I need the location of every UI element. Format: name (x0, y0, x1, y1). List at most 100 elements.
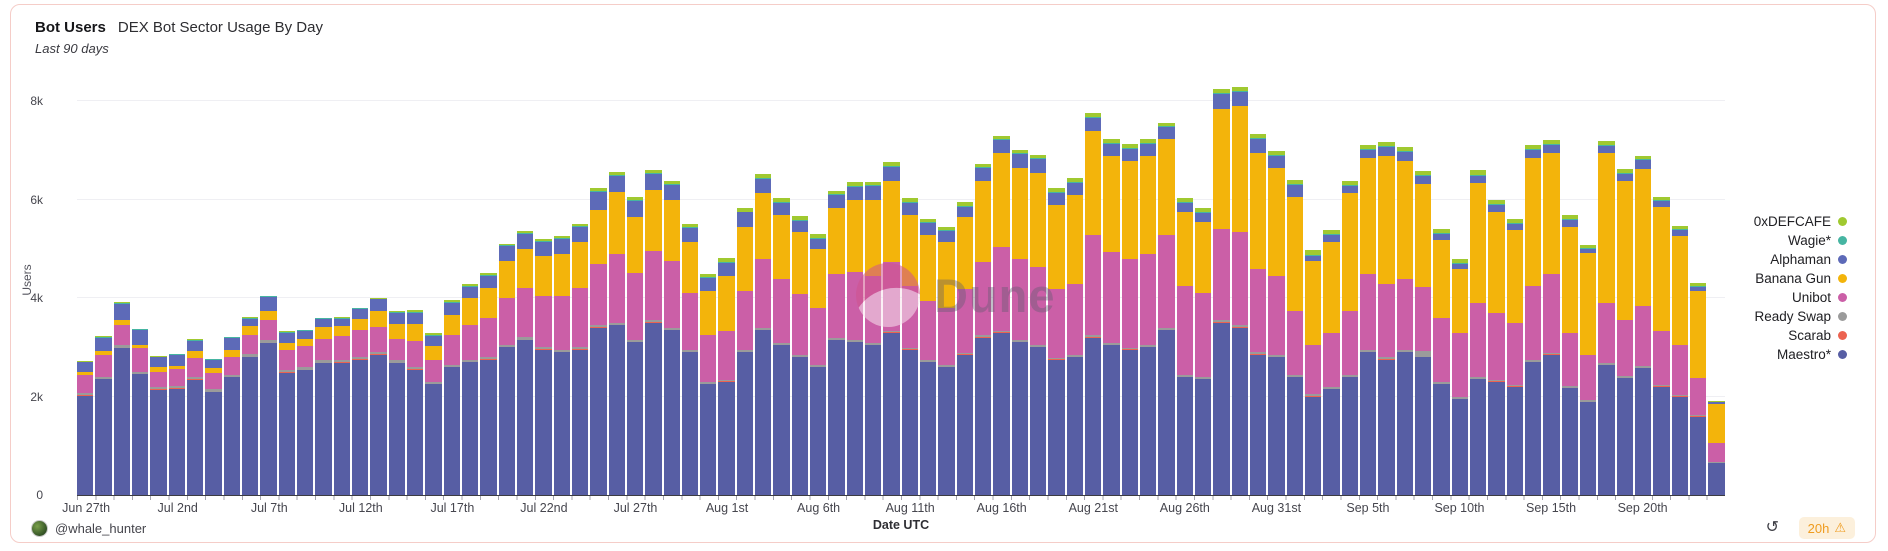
legend-item-scarab[interactable]: Scarab (1788, 328, 1847, 343)
bar-jul-15[interactable] (406, 310, 424, 495)
bar-jul-24[interactable] (571, 223, 589, 495)
bar-jul-17[interactable] (443, 300, 460, 495)
bar-jul-26[interactable] (608, 171, 625, 495)
bar-jul-2[interactable] (168, 353, 185, 495)
bar-aug-17[interactable] (1011, 149, 1029, 495)
bar-aug-16[interactable] (993, 135, 1010, 495)
bar-sep-1[interactable] (1286, 180, 1303, 495)
bar-sep-3[interactable] (1323, 230, 1340, 495)
legend-item-bananagun[interactable]: Banana Gun (1755, 271, 1847, 286)
bar-aug-23[interactable] (1121, 143, 1139, 495)
bar-jul-27[interactable] (626, 196, 644, 495)
bar-aug-6[interactable] (810, 233, 827, 495)
bar-jul-18[interactable] (461, 283, 479, 495)
bar-aug-19[interactable] (1048, 188, 1065, 495)
bar-aug-8[interactable] (846, 182, 864, 495)
bar-aug-21[interactable] (1085, 112, 1102, 495)
bar-jul-5[interactable] (223, 336, 240, 495)
bar-sep-12[interactable] (1488, 199, 1505, 495)
bar-jul-8[interactable] (278, 331, 295, 495)
bar-aug-14[interactable] (956, 201, 974, 495)
bar-aug-26[interactable] (1176, 198, 1194, 495)
bar-sep-4[interactable] (1341, 180, 1358, 495)
bar-jul-3[interactable] (186, 339, 204, 495)
data-age-badge[interactable]: 20h ⚠ (1798, 517, 1855, 539)
bar-sep-14[interactable] (1524, 144, 1542, 495)
bar-jun-28[interactable] (95, 336, 112, 495)
bar-sep-16[interactable] (1561, 215, 1578, 495)
bar-sep-7[interactable] (1396, 147, 1413, 495)
bar-aug-11[interactable] (901, 198, 919, 495)
bar-aug-18[interactable] (1030, 154, 1047, 495)
bar-jul-9[interactable] (296, 329, 314, 495)
refresh-icon[interactable]: ↺ (1765, 519, 1779, 536)
bar-jul-30[interactable] (681, 223, 699, 495)
bar-sep-21[interactable] (1653, 196, 1670, 495)
bar-sep-22[interactable] (1671, 225, 1688, 495)
bar-sep-15[interactable] (1543, 139, 1560, 495)
bar-aug-9[interactable] (865, 181, 882, 495)
bar-jul-13[interactable] (370, 298, 387, 495)
bar-sep-9[interactable] (1433, 228, 1450, 495)
bar-aug-28[interactable] (1213, 89, 1230, 495)
bar-jul-31[interactable] (700, 274, 717, 495)
bar-aug-31[interactable] (1268, 150, 1285, 495)
bar-jul-4[interactable] (205, 358, 222, 495)
bar-jun-30[interactable] (131, 328, 149, 495)
bar-aug-29[interactable] (1231, 86, 1248, 495)
bar-aug-25[interactable] (1158, 122, 1175, 495)
bar-jul-19[interactable] (480, 273, 497, 495)
legend-item-unibot[interactable]: Unibot (1792, 290, 1847, 305)
bar-sep-6[interactable] (1378, 142, 1395, 495)
bar-sep-20[interactable] (1634, 156, 1652, 495)
legend-item-readyswap[interactable]: Ready Swap (1754, 309, 1847, 324)
bar-aug-1[interactable] (718, 258, 735, 495)
bar-jul-20[interactable] (498, 243, 515, 495)
bar-aug-12[interactable] (920, 218, 937, 495)
bar-jul-21[interactable] (516, 231, 534, 495)
bar-sep-19[interactable] (1616, 169, 1633, 495)
bar-sep-5[interactable] (1359, 145, 1377, 495)
bar-jul-28[interactable] (645, 169, 662, 495)
bar-sep-18[interactable] (1598, 141, 1615, 495)
bar-sep-11[interactable] (1469, 170, 1487, 495)
legend-item-0xdefcafe[interactable]: 0xDEFCAFE (1754, 214, 1847, 229)
bar-sep-10[interactable] (1451, 259, 1468, 495)
legend-item-alphaman[interactable]: Alphaman (1770, 252, 1847, 267)
bar-jul-11[interactable] (333, 317, 350, 495)
bar-jul-16[interactable] (425, 333, 442, 495)
bar-sep-13[interactable] (1506, 218, 1523, 495)
bar-jul-7[interactable] (260, 295, 277, 495)
bar-aug-27[interactable] (1195, 208, 1212, 495)
bar-aug-20[interactable] (1066, 178, 1084, 495)
bar-aug-30[interactable] (1250, 134, 1267, 495)
bar-sep-24[interactable] (1708, 400, 1725, 495)
bar-jul-29[interactable] (663, 180, 680, 495)
bar-sep-8[interactable] (1414, 171, 1432, 495)
legend-item-wagie[interactable]: Wagie* (1788, 233, 1847, 248)
bar-aug-4[interactable] (773, 197, 790, 495)
bar-jul-10[interactable] (315, 317, 332, 495)
bar-sep-2[interactable] (1304, 250, 1322, 495)
bar-jul-23[interactable] (553, 236, 570, 495)
bar-jul-25[interactable] (590, 188, 607, 495)
bar-aug-22[interactable] (1103, 138, 1120, 495)
bar-jul-6[interactable] (241, 317, 259, 495)
bar-jul-1[interactable] (150, 356, 167, 495)
bar-sep-23[interactable] (1689, 283, 1707, 495)
author-link[interactable]: @whale_hunter (31, 520, 146, 537)
bar-aug-13[interactable] (938, 226, 955, 495)
bar-aug-24[interactable] (1140, 138, 1157, 495)
bar-jul-14[interactable] (388, 311, 405, 495)
bar-aug-2[interactable] (736, 207, 754, 495)
bar-aug-15[interactable] (975, 163, 992, 495)
legend-item-maestro[interactable]: Maestro* (1777, 347, 1847, 362)
bar-jun-29[interactable] (113, 302, 130, 495)
bar-jul-22[interactable] (535, 238, 552, 495)
bar-sep-17[interactable] (1579, 244, 1597, 495)
bar-aug-3[interactable] (755, 174, 772, 495)
bar-aug-5[interactable] (791, 216, 809, 495)
bar-jul-12[interactable] (351, 307, 369, 495)
bar-aug-7[interactable] (828, 190, 845, 495)
bar-aug-10[interactable] (883, 162, 900, 495)
